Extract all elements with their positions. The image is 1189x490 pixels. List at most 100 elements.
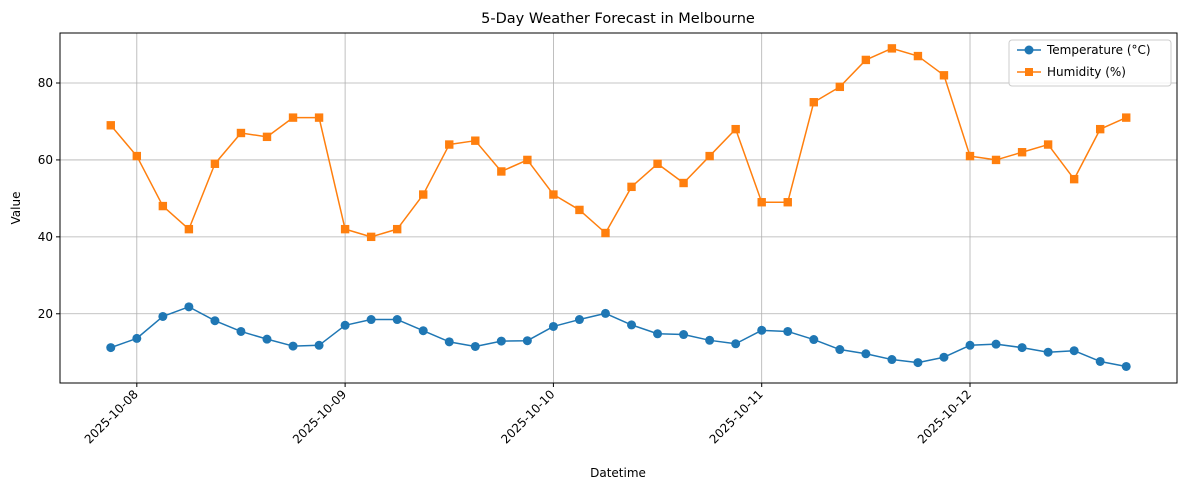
temperature-point xyxy=(106,343,116,353)
temperature-point xyxy=(809,335,819,345)
humidity-point xyxy=(1095,124,1105,134)
series-line-temperature xyxy=(110,306,1127,368)
legend-label-temperature: Temperature (°C) xyxy=(1046,43,1151,57)
x-axis-title: Datetime xyxy=(590,466,646,480)
temperature-point xyxy=(496,336,506,346)
temperature-point xyxy=(783,326,793,336)
humidity-point xyxy=(1069,174,1079,184)
humidity-point xyxy=(132,151,142,161)
temperature-point xyxy=(210,316,220,326)
temperature-point xyxy=(288,341,298,351)
humidity-point xyxy=(705,151,714,161)
grid xyxy=(60,33,1177,383)
temperature-point xyxy=(262,334,272,344)
humidity-point xyxy=(991,155,1001,165)
humidity-point xyxy=(210,159,220,168)
legend-marker-humidity xyxy=(1025,68,1033,76)
humidity-point xyxy=(158,201,168,211)
humidity-point xyxy=(106,121,115,130)
humidity-point xyxy=(913,51,923,61)
humidity-point xyxy=(965,151,975,161)
y-tick-label: 40 xyxy=(38,230,53,244)
temperature-point xyxy=(1017,343,1027,353)
humidity-point xyxy=(314,113,324,122)
temperature-point xyxy=(1121,361,1131,371)
humidity-point xyxy=(262,132,272,142)
humidity-point xyxy=(887,44,897,53)
temperature-point xyxy=(1095,356,1105,366)
temperature-point xyxy=(991,339,1001,349)
humidity-point xyxy=(1043,140,1053,149)
temperature-point xyxy=(184,302,194,312)
y-tick-label: 60 xyxy=(38,153,53,167)
temperature-point xyxy=(574,315,584,325)
temperature-point xyxy=(418,326,428,336)
temperature-point xyxy=(1043,347,1053,357)
series-line-humidity xyxy=(110,47,1127,238)
humidity-point xyxy=(419,190,428,199)
plot-frame xyxy=(59,32,1178,384)
humidity-point xyxy=(627,182,636,192)
humidity-point xyxy=(1122,113,1131,122)
temperature-point xyxy=(132,333,142,343)
temperature-point xyxy=(340,320,350,330)
humidity-point xyxy=(366,232,376,242)
temperature-point xyxy=(679,330,689,340)
temperature-point xyxy=(653,329,663,339)
humidity-point xyxy=(731,124,740,134)
temperature-point xyxy=(1069,346,1079,356)
humidity-point xyxy=(549,190,558,199)
temperature-point xyxy=(913,358,923,368)
legend: Temperature (°C) Humidity (%) xyxy=(1008,39,1172,87)
temperature-point xyxy=(965,340,975,350)
humidity-point xyxy=(523,155,532,165)
humidity-point xyxy=(835,82,845,92)
y-tick-label: 20 xyxy=(38,307,53,321)
temperature-point xyxy=(236,326,246,336)
humidity-point xyxy=(601,228,610,238)
legend-box xyxy=(1008,39,1172,87)
temperature-point xyxy=(887,355,897,365)
temperature-point xyxy=(158,311,168,321)
series-layer xyxy=(106,44,1131,371)
humidity-point xyxy=(809,98,818,107)
temperature-point xyxy=(939,352,949,362)
humidity-point xyxy=(471,136,480,145)
temperature-point xyxy=(705,335,715,345)
temperature-point xyxy=(392,315,402,325)
humidity-point xyxy=(861,55,871,65)
legend-marker-temperature xyxy=(1024,45,1034,55)
humidity-point xyxy=(392,224,402,234)
y-tick-label: 80 xyxy=(38,76,53,90)
humidity-point xyxy=(783,198,792,207)
temperature-point xyxy=(366,315,376,325)
chart-title: 5-Day Weather Forecast in Melbourne xyxy=(481,11,755,27)
humidity-point xyxy=(575,205,584,215)
humidity-point xyxy=(288,113,298,122)
temperature-point xyxy=(861,349,871,359)
humidity-point xyxy=(497,167,506,176)
temperature-point xyxy=(835,345,845,355)
temperature-point xyxy=(731,339,741,349)
humidity-point xyxy=(939,71,949,80)
temperature-point xyxy=(470,341,480,351)
legend-label-humidity: Humidity (%) xyxy=(1047,65,1126,79)
humidity-point xyxy=(1017,148,1027,157)
temperature-point xyxy=(522,336,532,346)
humidity-point xyxy=(184,224,194,234)
humidity-point xyxy=(757,198,766,207)
humidity-point xyxy=(445,140,454,149)
humidity-point xyxy=(653,159,662,168)
humidity-point xyxy=(679,178,688,188)
temperature-point xyxy=(757,325,767,335)
humidity-point xyxy=(340,224,350,234)
y-axis-title: Value xyxy=(9,192,23,225)
temperature-point xyxy=(627,320,637,330)
humidity-point xyxy=(236,128,246,138)
temperature-point xyxy=(548,321,558,331)
temperature-point xyxy=(444,337,454,347)
temperature-point xyxy=(314,340,324,350)
temperature-point xyxy=(600,308,610,318)
